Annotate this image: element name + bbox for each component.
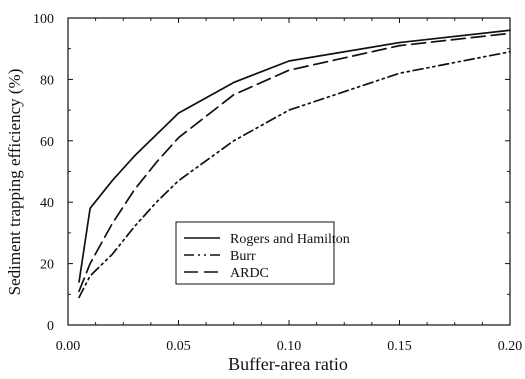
y-axis-label: Sediment trapping efficiency (%)	[5, 69, 24, 296]
legend-box	[175, 221, 335, 285]
y-tick-label: 100	[33, 12, 54, 27]
legend-label-ardc: ARDC	[230, 266, 269, 281]
y-tick-label: 0	[47, 319, 54, 334]
x-tick-label: 0.15	[387, 339, 412, 354]
legend-label-burr: Burr	[230, 249, 256, 264]
series-line-burr	[78, 50, 511, 299]
series-layer	[78, 29, 511, 299]
series-line-ardc	[78, 32, 511, 293]
legend-item-rogers-hamilton: Rogers and Hamilton	[184, 232, 350, 247]
tick-layer: 0.00 0.05 0.10 0.15 0.20 0 20 40 60 80 100	[33, 12, 522, 354]
y-tick-label: 80	[40, 73, 54, 88]
legend-item-burr: Burr	[184, 249, 256, 264]
x-tick-label: 0.00	[56, 339, 81, 354]
y-tick-label: 60	[40, 135, 54, 150]
legend: Rogers and Hamilton Burr ARDC	[175, 221, 350, 285]
legend-item-ardc: ARDC	[184, 266, 269, 281]
x-axis-label: Buffer-area ratio	[228, 354, 348, 374]
y-tick-label: 40	[40, 196, 54, 211]
series-line-rogers-and-hamilton	[78, 29, 511, 283]
x-tick-label: 0.05	[166, 339, 191, 354]
x-tick-label: 0.10	[277, 339, 302, 354]
y-tick-label: 20	[40, 258, 54, 273]
x-tick-label: 0.20	[498, 339, 523, 354]
legend-label-rogers-hamilton: Rogers and Hamilton	[230, 232, 350, 247]
